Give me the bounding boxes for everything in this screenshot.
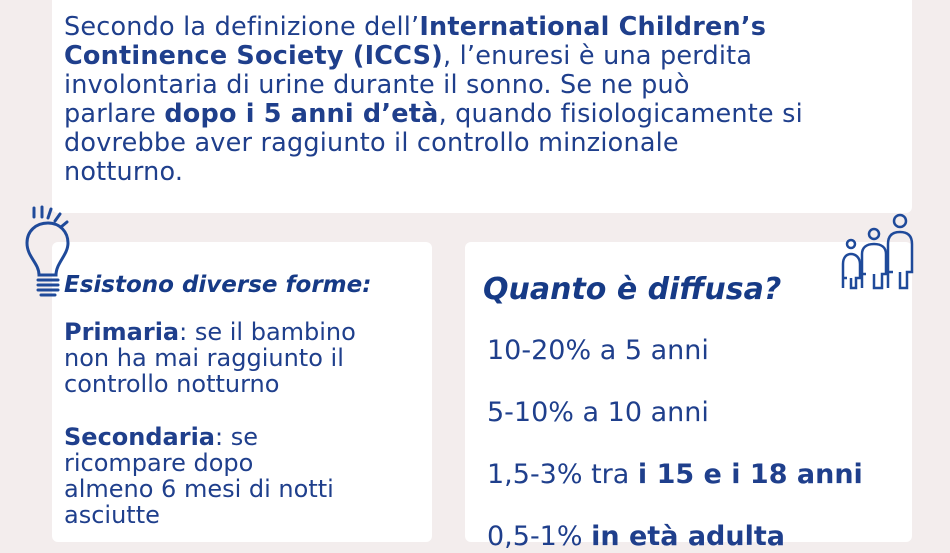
intro-line: involontaria di urine durante il sonno. … <box>64 70 690 100</box>
secondary-term: Secondaria <box>64 423 215 451</box>
prevalence-item: 1,5-3% tra i 15 e i 18 anni <box>487 459 863 491</box>
prevalence-card: Quanto è diffusa? 10-20% a 5 anni 5-10% … <box>465 242 912 552</box>
text: parlare <box>64 99 165 129</box>
text: : se il bambino <box>179 318 356 346</box>
primary-line: Primaria: se il bambino <box>64 319 356 345</box>
forms-card: Esistono diverse forme: Primaria: se il … <box>52 242 432 542</box>
text: 0,5-1% <box>487 521 592 552</box>
lightbulb-icon <box>25 205 70 297</box>
text: , l’enuresi è una perdita <box>443 41 753 71</box>
intro-card: Secondo la definizione dell’Internationa… <box>52 0 912 213</box>
intro-line: dovrebbe aver raggiunto il controllo min… <box>64 128 679 158</box>
prevalence-item: 10-20% a 5 anni <box>487 335 709 366</box>
text: Secondo la definizione dell’ <box>64 12 420 42</box>
secondary-line: ricompare dopo <box>64 449 254 477</box>
prevalence-item: 5-10% a 10 anni <box>487 397 709 428</box>
text: 1,5-3% tra <box>487 459 638 490</box>
intro-line: parlare dopo i 5 anni d’età, quando fisi… <box>64 100 803 129</box>
intro-line: Secondo la definizione dell’Internationa… <box>64 13 766 42</box>
primary-term: Primaria <box>64 318 180 346</box>
primary-line: controllo notturno <box>64 370 280 398</box>
iccs-name: International Children’s <box>419 12 767 42</box>
prevalence-item: 0,5-1% in età adulta <box>487 521 785 553</box>
intro-line: notturno. <box>64 157 184 187</box>
text: , quando fisiologicamente si <box>438 99 803 129</box>
prevalence-heading: Quanto è diffusa? <box>483 272 782 307</box>
age-range: i 15 e i 18 anni <box>637 459 863 490</box>
intro-line: Continence Society (ICCS), l’enuresi è u… <box>64 42 752 71</box>
text: : se <box>215 423 258 451</box>
age-highlight: dopo i 5 anni d’età <box>164 99 439 129</box>
age-range: in età adulta <box>591 521 785 552</box>
primary-line: non ha mai raggiunto il <box>64 344 344 372</box>
secondary-line: asciutte <box>64 501 160 529</box>
iccs-name: Continence Society (ICCS) <box>64 41 443 71</box>
secondary-line: almeno 6 mesi di notti <box>64 475 334 503</box>
secondary-line: Secondaria: se <box>64 424 258 450</box>
family-icon <box>841 213 914 290</box>
forms-heading: Esistono diverse forme: <box>64 272 372 298</box>
